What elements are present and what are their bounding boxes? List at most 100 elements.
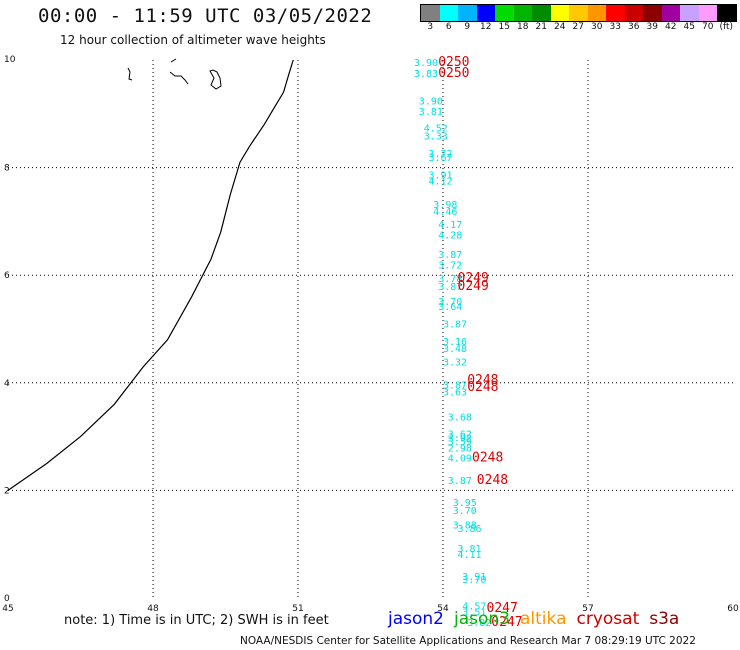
jason3-label: 3.32 [443,357,467,368]
data-labels: 3.903.833.903.814.523.333.723.673.914.12… [414,55,523,630]
jason3-label: 3.68 [448,413,472,424]
legend-label: (ft) [719,22,734,32]
jason3-label: 3.81 [419,107,443,118]
legend-swatch [476,5,495,21]
cryosat-label: 0248 [477,473,508,488]
jason3-label: 3.62 [448,429,472,440]
island-outlines [127,58,222,90]
legend-swatch [513,5,532,21]
legend-swatch [532,5,551,21]
legend-swatch [680,5,699,21]
jason3-label: 3.33 [424,131,448,142]
jason3-label: 4.11 [458,550,482,561]
coastline-path [7,59,294,491]
legend-swatch [698,5,717,21]
y-tick-label: 6 [4,271,10,281]
jason3-label: 3.64 [438,302,462,313]
satellite-jason2: jason2 [388,609,444,629]
jason3-label: 3.95 [453,498,477,509]
jason3-label: 3.67 [429,153,453,164]
jason3-label: 3.87 [438,250,462,261]
jason3-label: 3.83 [414,69,438,80]
x-tick-label: 60 [727,604,739,614]
legend-swatch [439,5,458,21]
legend-label: 12 [480,22,492,32]
legend-label: 21 [535,22,547,32]
jason3-label: 3.86 [458,524,482,535]
legend-label: 70 [702,22,714,32]
cryosat-label: 0249 [458,271,489,286]
legend-label: 18 [517,22,529,32]
chart-title: 00:00 - 11:59 UTC 03/05/2022 [38,5,373,27]
jason3-label: 4.09 [448,454,472,465]
jason3-label: 3.70 [453,506,477,517]
jason3-label: 4.28 [438,230,462,241]
legend-label: 6 [445,22,452,32]
jason3-label: 3.90 [414,58,438,69]
jason3-label: 3.90 [419,96,443,107]
jason3-label: 4.12 [429,177,453,188]
jason3-label: 3.72 [438,260,462,271]
x-tick-label: 54 [437,604,449,614]
legend-swatch [643,5,662,21]
jason3-label: 3.91 [462,572,486,583]
cryosat-label: 0250 [438,55,469,70]
jason3-label: 3.87 [448,476,472,487]
jason3-label: 3.87 [443,380,467,391]
jason3-label: 3.48 [443,344,467,355]
legend-swatch [624,5,643,21]
legend-swatch [717,5,736,21]
cryosat-label: 0250 [438,66,469,81]
legend-label: 3 [427,22,434,32]
x-tick-label: 51 [292,604,303,614]
jason3-label: 3.87 [443,320,467,331]
legend-label: 36 [628,22,640,32]
y-tick-label: 8 [4,164,10,174]
legend-swatch [587,5,606,21]
note-text: note: 1) Time is in UTC; 2) SWH is in fe… [64,613,329,628]
cryosat-label: 0247 [491,615,522,630]
coastline [7,59,294,491]
cryosat-label: 0249 [458,279,489,294]
jason3-label: 3.88 [453,520,477,531]
jason3-label: 4.46 [433,207,457,218]
legend-swatch [495,5,514,21]
jason3-label: 3.16 [443,337,467,348]
jason3-label: 4.17 [438,220,462,231]
jason3-label: 3.63 [443,387,467,398]
jason3-label: 3.81 [458,544,482,555]
jason3-label: 3.70 [438,297,462,308]
legend-label: 33 [609,22,621,32]
axis-tick-labels: 45 48 51 54 57 60 0 2 4 6 8 10 [2,55,739,614]
jason3-label: 3.72 [429,149,453,160]
satellite-cryosat: cryosat [576,609,640,629]
legend-label: 15 [498,22,510,32]
legend-label: 30 [591,22,603,32]
legend-swatch [421,5,440,21]
x-tick-label: 45 [2,604,13,614]
chart-subtitle: 12 hour collection of altimeter wave hei… [60,33,326,47]
y-tick-label: 2 [4,486,10,496]
x-tick-label: 57 [582,604,593,614]
jason3-label: 4.52 [424,123,448,134]
jason3-label: 2.98 [448,443,472,454]
legend-label: 42 [665,22,677,32]
satellite-altika: altika [520,609,567,629]
legend-label: 45 [683,22,695,32]
y-tick-label: 4 [4,379,10,389]
y-tick-label: 10 [4,55,16,65]
cryosat-label: 0247 [487,601,518,616]
y-tick-label: 0 [4,594,10,604]
footer-credit: NOAA/NESDIS Center for Satellite Applica… [240,635,696,647]
jason3-label: 3.78 [438,274,462,285]
grid-lines [8,60,733,598]
color-scale-legend [420,4,737,22]
legend-swatch [569,5,588,21]
legend-label: 27 [572,22,584,32]
jason3-label: 3.59 [448,437,472,448]
jason3-label: 3.51 [462,608,486,619]
jason3-label: 3.98 [433,200,457,211]
satellite-jason3: jason3 [454,609,510,629]
jason3-label: 3.70 [462,575,486,586]
